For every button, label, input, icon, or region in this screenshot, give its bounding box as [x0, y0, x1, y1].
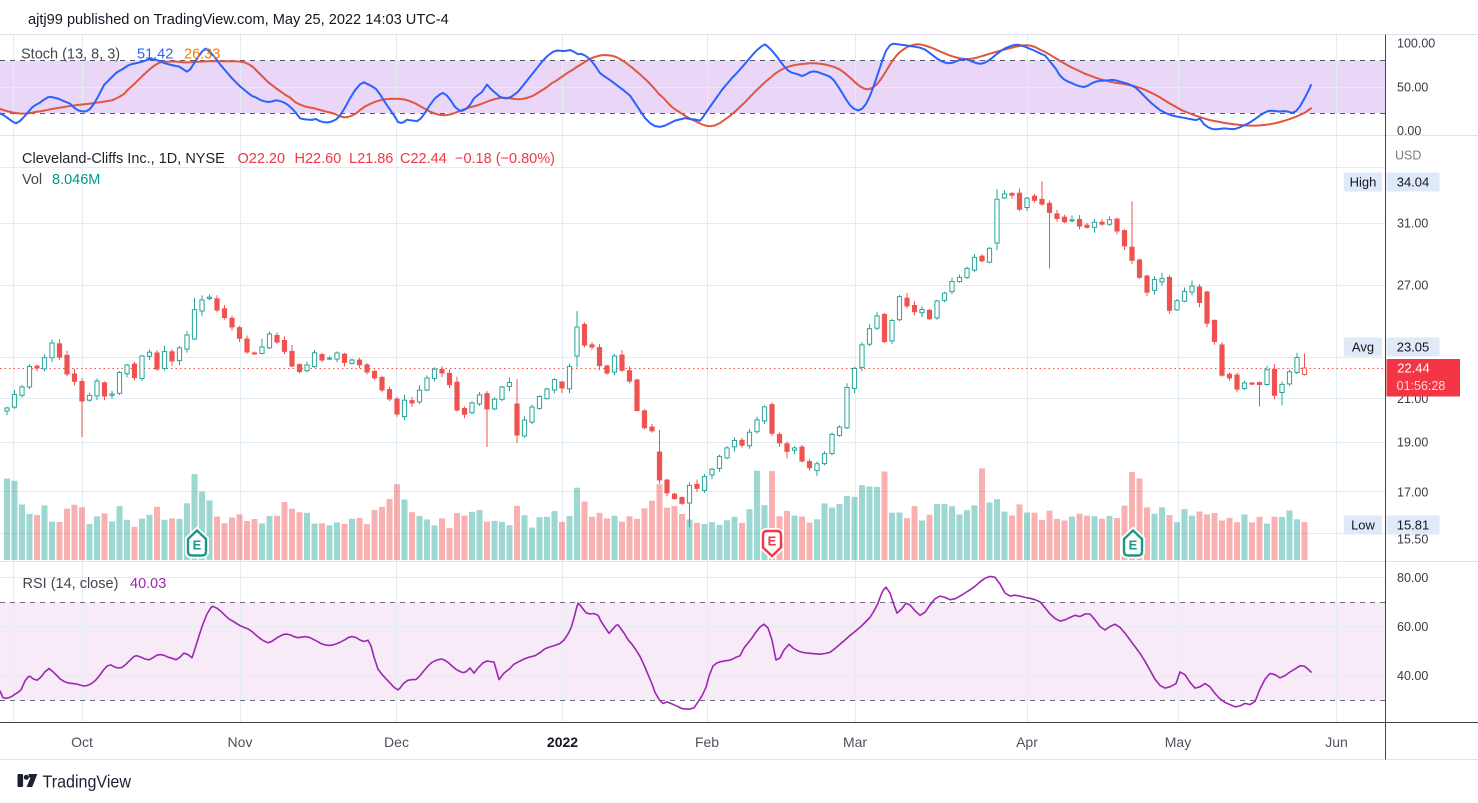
svg-text:51.42: 51.42: [137, 47, 173, 63]
svg-text:15.81: 15.81: [1397, 518, 1430, 533]
svg-text:8.046M: 8.046M: [52, 172, 100, 188]
svg-text:Low: Low: [1351, 518, 1375, 533]
svg-text:50.00: 50.00: [1397, 81, 1428, 95]
svg-text:Apr: Apr: [1016, 734, 1038, 750]
svg-text:May: May: [1165, 734, 1191, 750]
svg-text:31.00: 31.00: [1397, 217, 1428, 231]
svg-text:Oct: Oct: [71, 734, 93, 750]
svg-text:26.33: 26.33: [184, 47, 220, 63]
svg-text:Cleveland-Cliffs Inc., 1D, NYS: Cleveland-Cliffs Inc., 1D, NYSE: [22, 151, 225, 167]
svg-text:Jun: Jun: [1325, 734, 1348, 750]
svg-text:Dec: Dec: [384, 734, 409, 750]
svg-text:E: E: [193, 538, 202, 553]
svg-text:0.00: 0.00: [1397, 124, 1421, 138]
svg-text:80.00: 80.00: [1397, 571, 1428, 585]
svg-text:01:56:28: 01:56:28: [1397, 379, 1446, 393]
svg-text:E: E: [1129, 538, 1138, 553]
svg-text:15.50: 15.50: [1397, 533, 1428, 547]
svg-text:Avg: Avg: [1352, 340, 1374, 355]
svg-text:100.00: 100.00: [1397, 37, 1435, 51]
svg-text:2022: 2022: [547, 734, 578, 750]
svg-text:17.00: 17.00: [1397, 485, 1428, 499]
svg-text:−0.18 (−0.80%): −0.18 (−0.80%): [455, 151, 555, 167]
svg-text:ajtj99 published on TradingVie: ajtj99 published on TradingView.com, May…: [28, 12, 449, 28]
svg-text:O22.20: O22.20: [238, 151, 286, 167]
svg-text:High: High: [1350, 175, 1377, 190]
svg-text:22.44: 22.44: [1397, 361, 1430, 376]
svg-text:TradingView: TradingView: [43, 772, 132, 792]
svg-text:Vol: Vol: [22, 172, 42, 188]
svg-text:Mar: Mar: [843, 734, 867, 750]
svg-text:34.04: 34.04: [1397, 175, 1430, 190]
svg-text:Stoch (13, 8, 3): Stoch (13, 8, 3): [21, 47, 120, 63]
svg-text:USD: USD: [1395, 149, 1421, 163]
svg-text:RSI (14, close): RSI (14, close): [23, 576, 119, 592]
svg-text:60.00: 60.00: [1397, 620, 1428, 634]
svg-text:L21.86: L21.86: [349, 151, 393, 167]
svg-text:H22.60: H22.60: [295, 151, 342, 167]
svg-text:19.00: 19.00: [1397, 435, 1428, 449]
svg-text:Feb: Feb: [695, 734, 719, 750]
svg-text:Nov: Nov: [228, 734, 253, 750]
svg-text:40.03: 40.03: [130, 576, 166, 592]
svg-text:27.00: 27.00: [1397, 279, 1428, 293]
svg-text:23.05: 23.05: [1397, 340, 1430, 355]
svg-text:40.00: 40.00: [1397, 669, 1428, 683]
svg-text:E: E: [768, 534, 777, 549]
svg-text:C22.44: C22.44: [400, 151, 447, 167]
